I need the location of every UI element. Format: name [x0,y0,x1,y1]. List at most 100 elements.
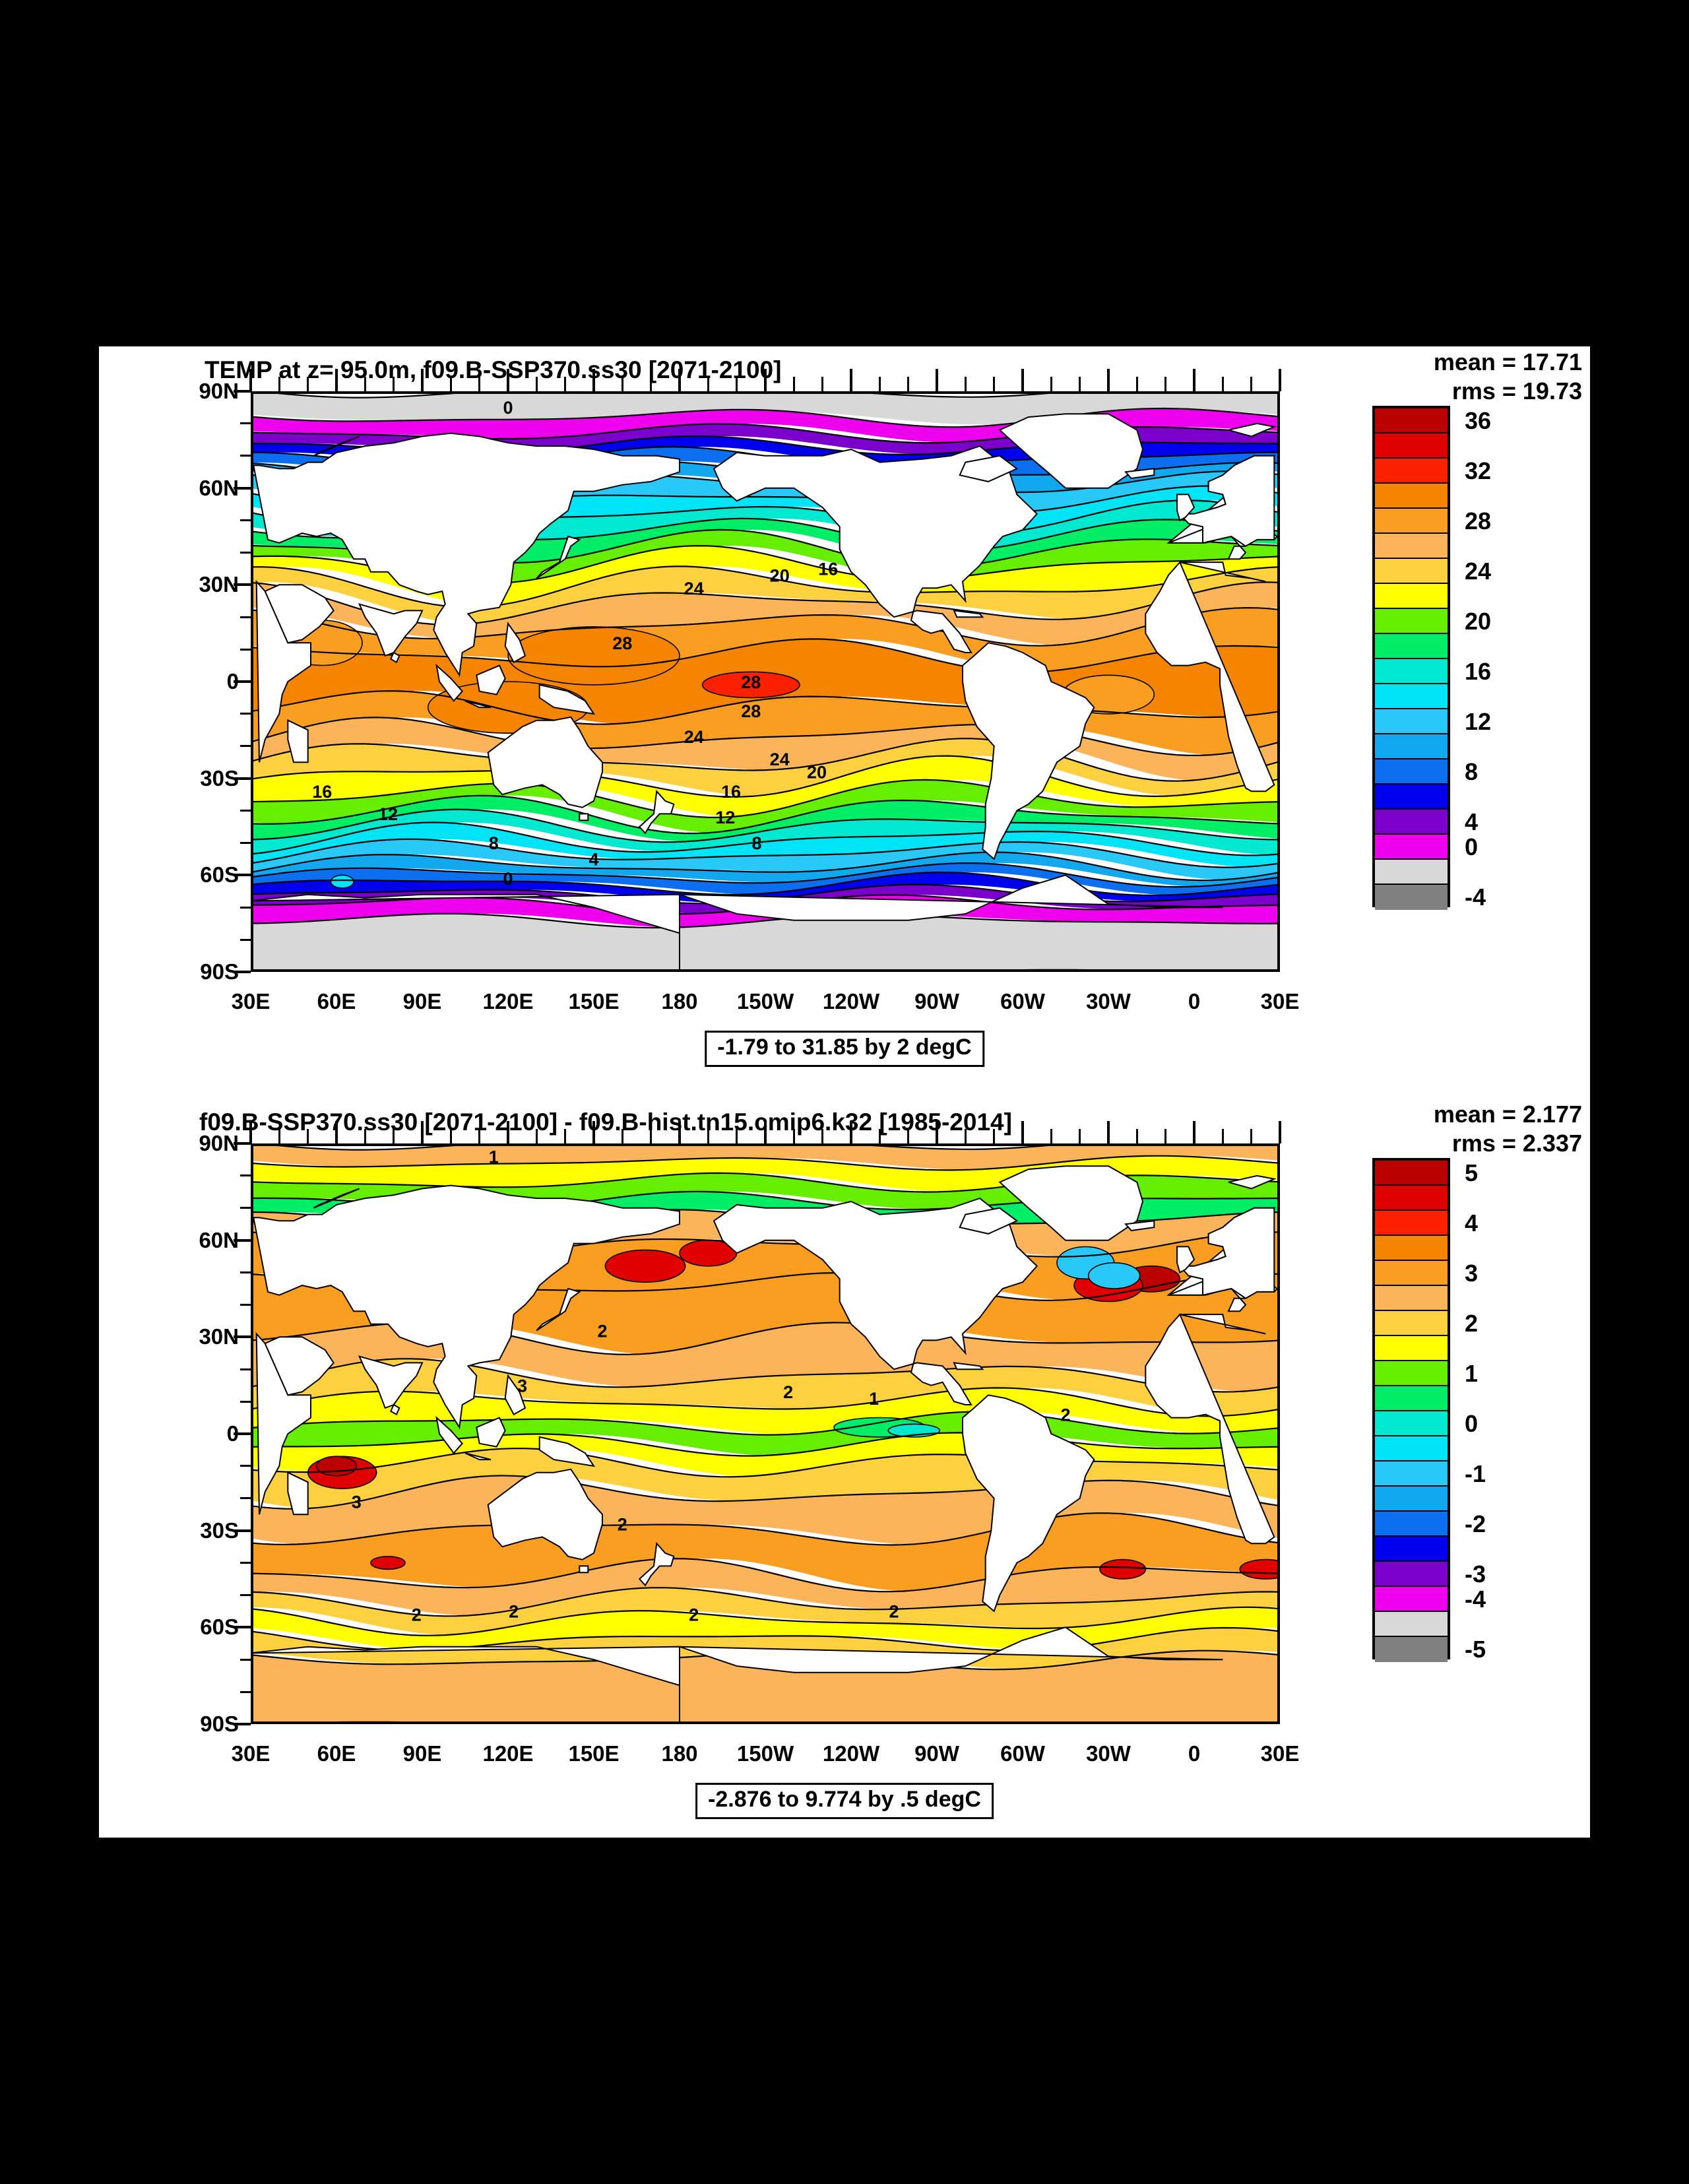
landmass [253,432,680,678]
x-tick-minor [1221,377,1224,391]
x-tick-minor [364,377,366,391]
x-tick-minor [964,377,967,391]
contour-label: 24 [684,727,704,747]
landmass [1176,1246,1195,1274]
colorbar-band [1375,609,1448,634]
x-tick-minor [1050,377,1052,391]
contour-line [251,1155,1280,1171]
panel-bottom-range: -2.876 to 9.774 by .5 degC [695,1783,994,1819]
panel-temperature: TEMP at z= 95.0m, f09.B-SSP370.ss30 [207… [99,346,1590,1072]
y-axis-label: 90N [199,379,239,403]
colorbar-tick-label: 24 [1465,558,1492,585]
x-tick-minor [707,377,709,391]
x-tick-minor [478,377,481,391]
panel-bottom-stats: mean = 2.177 rms = 2.337 [1434,1100,1582,1158]
contour-label: 24 [684,579,704,598]
contour-label: 3 [517,1376,527,1396]
axis-line [251,391,253,972]
contour-band [251,1588,1280,1636]
y-tick-major [234,1529,251,1532]
x-tick-minor [621,377,623,391]
colorbar-tick-label: 4 [1465,1209,1479,1237]
x-tick-minor [1079,1129,1081,1143]
landmass [953,610,984,618]
colorbar-tick-label: 36 [1465,407,1492,434]
landmass [476,1417,506,1448]
contour-label: 16 [818,560,838,579]
colorbar-band [1375,634,1448,659]
colorbar-band [1375,709,1448,734]
x-tick-major [249,369,252,391]
contour-feature [701,671,800,699]
contour-line [251,1411,1280,1436]
landmass [1145,561,1275,792]
contour-line [251,407,1280,428]
contour-label: 20 [770,565,790,585]
x-tick-minor [907,1129,910,1143]
contour-label: 16 [721,782,741,802]
x-axis-label: 60E [317,989,356,1013]
landmass [487,1468,603,1560]
contour-feature [507,626,680,686]
landmass [435,1415,464,1454]
contour-label: 8 [751,833,761,853]
axis-line [1277,391,1280,972]
contour-line [251,913,1280,929]
y-tick-major [234,777,251,780]
colorbar-band [1375,1311,1448,1336]
contour-line [251,391,1076,399]
x-tick-minor [393,377,395,391]
landmass [536,535,581,579]
y-tick-minor [240,810,251,812]
x-axis-label: 30E [231,989,271,1013]
landmass [579,1565,589,1574]
x-tick-minor [736,377,738,391]
x-tick-minor [621,1129,623,1143]
colorbar-tick-label: 20 [1465,608,1492,635]
y-tick-major [234,1335,251,1339]
contour-label: 16 [312,782,332,802]
landmass [504,622,526,664]
x-tick-major [764,1121,767,1143]
landmass [464,1452,492,1461]
x-tick-minor [564,1129,567,1143]
y-axis-label: 90S [200,1712,239,1736]
filled-contours [251,391,1280,972]
landmass [1180,562,1266,583]
x-axis-label: 30W [1086,1741,1131,1766]
colorbar-band [1375,1336,1448,1361]
colorbar-tick-label: -1 [1465,1460,1486,1487]
colorbar-tick-label: 2 [1465,1310,1479,1337]
contour-label: 28 [741,701,761,721]
axis-line [251,969,1280,972]
colorbar-band [1375,1286,1448,1311]
colorbar-swatches [1372,406,1450,910]
colorbar-band [1375,1186,1448,1211]
panel-bottom-title: f09.B-SSP370.ss30 [2071-2100] - f09.B-hi… [199,1108,1012,1136]
x-axis-label: 60W [1000,1741,1045,1766]
landmass [679,874,1223,921]
contour-line [251,690,1280,725]
x-axis-label: 180 [661,1741,698,1766]
figure-page: TEMP at z= 95.0m, f09.B-SSP370.ss30 [207… [99,346,1590,1838]
x-tick-minor [1079,377,1081,391]
panel-bottom-mean: mean = 2.177 [1433,1101,1582,1128]
colorbar-band [1375,885,1448,910]
contour-feature [1099,1558,1147,1580]
panel-top-mean: mean = 17.71 [1433,348,1582,375]
landmass [390,651,400,664]
y-axis-label: 60S [200,862,239,887]
x-tick-major [936,1121,938,1143]
landmass [536,1287,581,1332]
contour-label: 8 [489,833,499,853]
contour-label: 4 [589,850,598,870]
colorbar-band [1375,1587,1448,1612]
contour-feature [370,1555,406,1570]
contour-line [251,1512,1280,1546]
contour-labels: 1 2 3 2 2 3 2 1 2 2 2 2 [352,1147,1071,1624]
landmass [638,789,675,835]
landmass [504,1374,526,1416]
colorbar-band [1375,1562,1448,1587]
x-tick-minor [1250,377,1253,391]
landmass [1180,1314,1266,1335]
